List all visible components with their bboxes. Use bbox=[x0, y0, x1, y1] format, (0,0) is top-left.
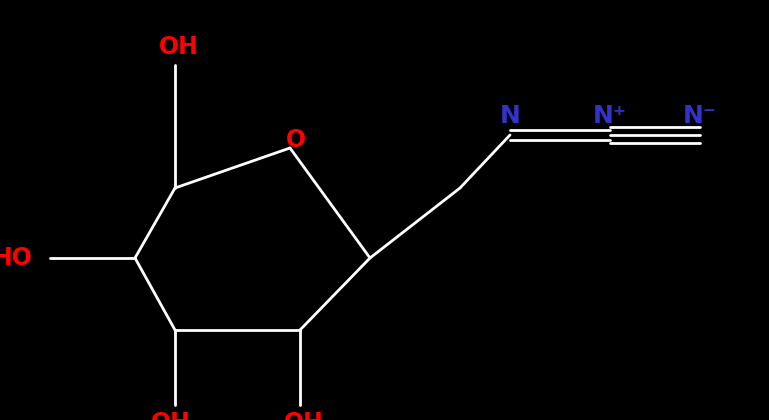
Text: N⁻: N⁻ bbox=[683, 104, 717, 128]
Text: OH: OH bbox=[284, 411, 324, 420]
Text: OH: OH bbox=[159, 35, 198, 59]
Text: HO: HO bbox=[0, 246, 33, 270]
Text: N: N bbox=[500, 104, 521, 128]
Text: OH: OH bbox=[151, 411, 191, 420]
Text: O: O bbox=[286, 129, 306, 152]
Text: N⁺: N⁺ bbox=[593, 104, 627, 128]
